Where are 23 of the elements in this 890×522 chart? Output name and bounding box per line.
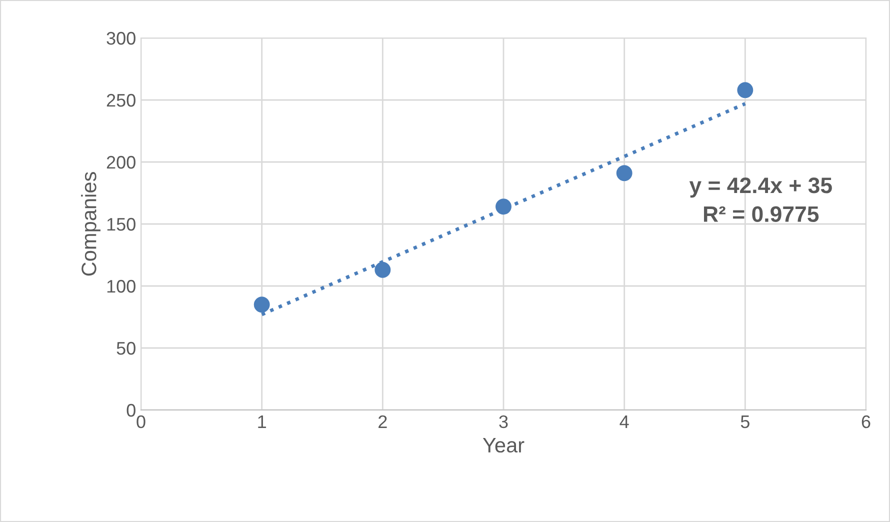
- point: [496, 198, 512, 215]
- x-tick-label: 1: [258, 416, 266, 428]
- y-tick-label: 50: [116, 342, 136, 355]
- x-tick-label: 3: [499, 415, 508, 428]
- y-tick-label: 300: [106, 32, 136, 45]
- y-axis-title: Companies: [81, 172, 100, 276]
- x-tick-label: 5: [740, 416, 750, 428]
- x-axis-title: Year: [482, 438, 524, 453]
- y-tick-label: 100: [107, 280, 136, 293]
- y-tick-label: 150: [107, 218, 136, 231]
- x-tick-label: 4: [620, 416, 629, 428]
- point: [616, 165, 632, 182]
- annotation: R² = 0.9775: [704, 206, 819, 222]
- y-tick-label: 250: [106, 94, 136, 107]
- annotation: y = 42.4x + 35: [689, 178, 832, 198]
- x-tick-label: 2: [378, 415, 387, 428]
- point: [374, 262, 391, 278]
- x-tick-label: 0: [136, 415, 146, 428]
- point: [737, 82, 754, 98]
- y-tick-label: 200: [106, 156, 136, 169]
- y-tick-label: 0: [126, 404, 136, 417]
- x-tick-label: 6: [862, 415, 870, 428]
- point: [254, 296, 270, 313]
